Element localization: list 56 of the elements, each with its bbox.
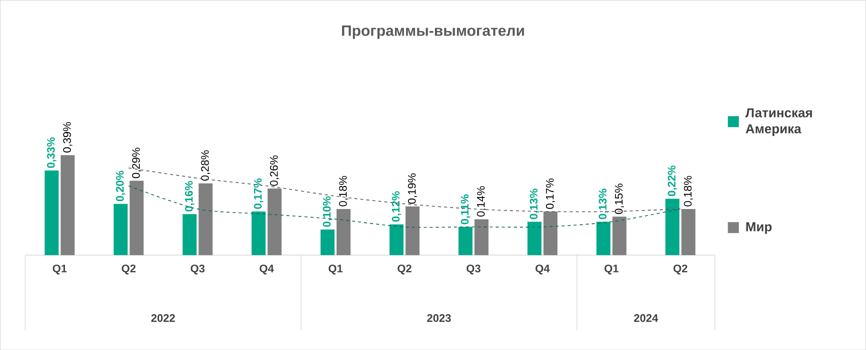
data-label: 0,26% (270, 155, 280, 186)
data-label: 0,12% (392, 191, 402, 222)
x-tick-label: Q3 (190, 264, 205, 274)
x-tick-label: Q1 (328, 264, 343, 274)
x-tick-label: Q4 (536, 264, 550, 274)
bar (130, 180, 144, 255)
data-label: 0,13% (530, 188, 540, 220)
bar (458, 226, 472, 255)
bar (612, 216, 626, 255)
bar (336, 208, 351, 255)
x-tick-label: Q1 (604, 264, 618, 274)
data-label: 0,33% (47, 137, 56, 168)
legend-label: Латинская Америка (745, 108, 812, 136)
data-label: 0,18% (339, 176, 348, 206)
bar (198, 183, 213, 255)
data-label: 0,15% (614, 184, 624, 214)
x-tick-label: Q4 (260, 264, 274, 274)
bar (527, 222, 542, 255)
x-tick-label: Q2 (398, 264, 412, 274)
x-tick-label: Q3 (466, 264, 480, 274)
legend-label: Мир (746, 222, 772, 234)
data-label: 0,10% (322, 196, 332, 227)
bar (390, 224, 404, 255)
bar (44, 170, 59, 255)
data-label: 0,18% (684, 176, 693, 206)
bar (60, 155, 75, 255)
data-label: 0,17% (254, 178, 264, 209)
data-label: 0,20% (116, 170, 126, 202)
text: 2022 (151, 314, 175, 322)
chart-title: Программы-вымогатели (342, 25, 524, 39)
data-label: 0,28% (201, 150, 210, 181)
bar (268, 188, 282, 255)
data-label: 0,22% (668, 166, 678, 196)
x-tick-label: Q2 (674, 264, 688, 274)
bar (320, 229, 335, 255)
x-tick-label: Q2 (122, 264, 136, 274)
x-tick-label: Q1 (52, 264, 67, 274)
bar (474, 219, 488, 255)
bar (114, 204, 128, 255)
data-label: 0,14% (476, 186, 486, 216)
text: 2024 (634, 314, 658, 322)
data-label: 0,19% (408, 173, 418, 204)
bar (543, 211, 558, 255)
data-label: 0,17% (546, 178, 555, 209)
data-label: 0,39% (63, 122, 72, 152)
data-label: 0,16% (184, 180, 194, 212)
text: 2023 (427, 314, 451, 322)
data-label: 0,29% (132, 148, 142, 178)
bar (252, 211, 266, 255)
bar (665, 198, 680, 255)
bar (681, 208, 696, 255)
bar (406, 206, 420, 255)
bar (182, 214, 197, 255)
data-label: 0,11% (460, 194, 470, 224)
data-label: 0,13% (598, 188, 608, 220)
bar (596, 222, 610, 255)
